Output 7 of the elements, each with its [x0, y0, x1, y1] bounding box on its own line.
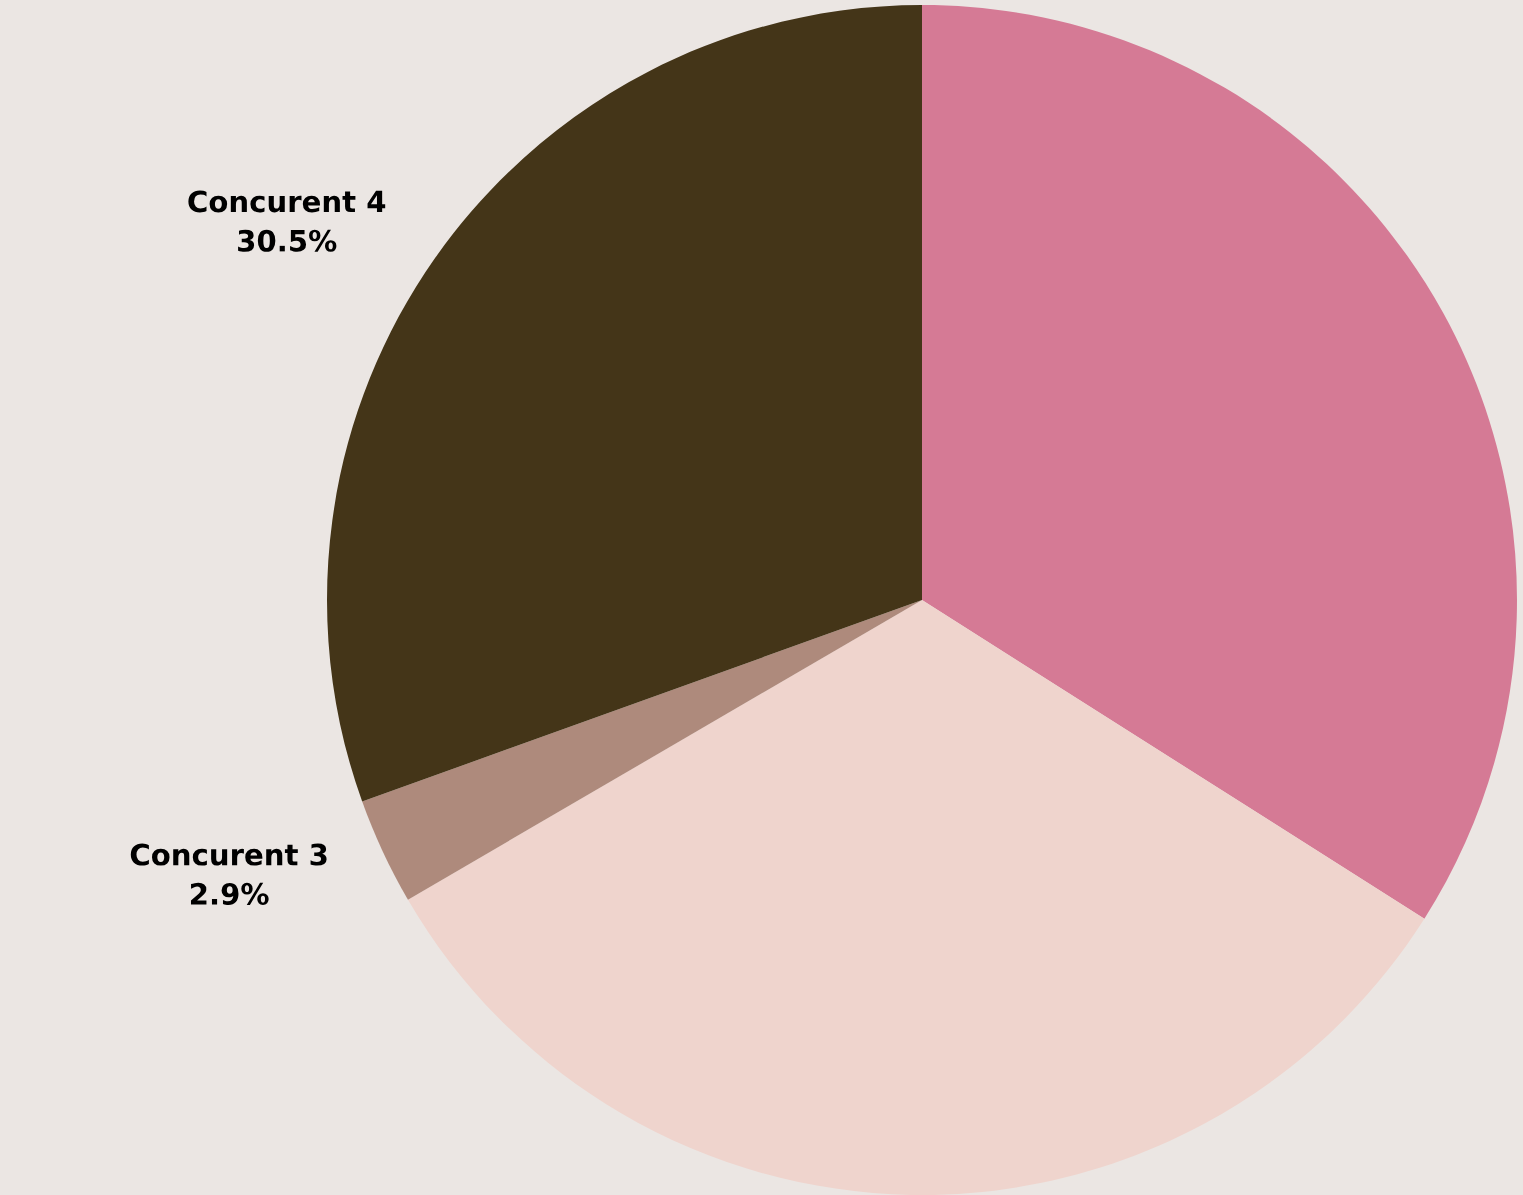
pie-slice	[362, 600, 922, 900]
slice-label: Concurent 4	[188, 190, 386, 213]
data-label: 30.5%	[238, 229, 337, 252]
slice-label: Concurent 3	[130, 843, 327, 866]
data-label: 2.9%	[190, 882, 269, 905]
pie-slice	[922, 5, 1517, 919]
pie-slice	[407, 600, 1425, 1195]
